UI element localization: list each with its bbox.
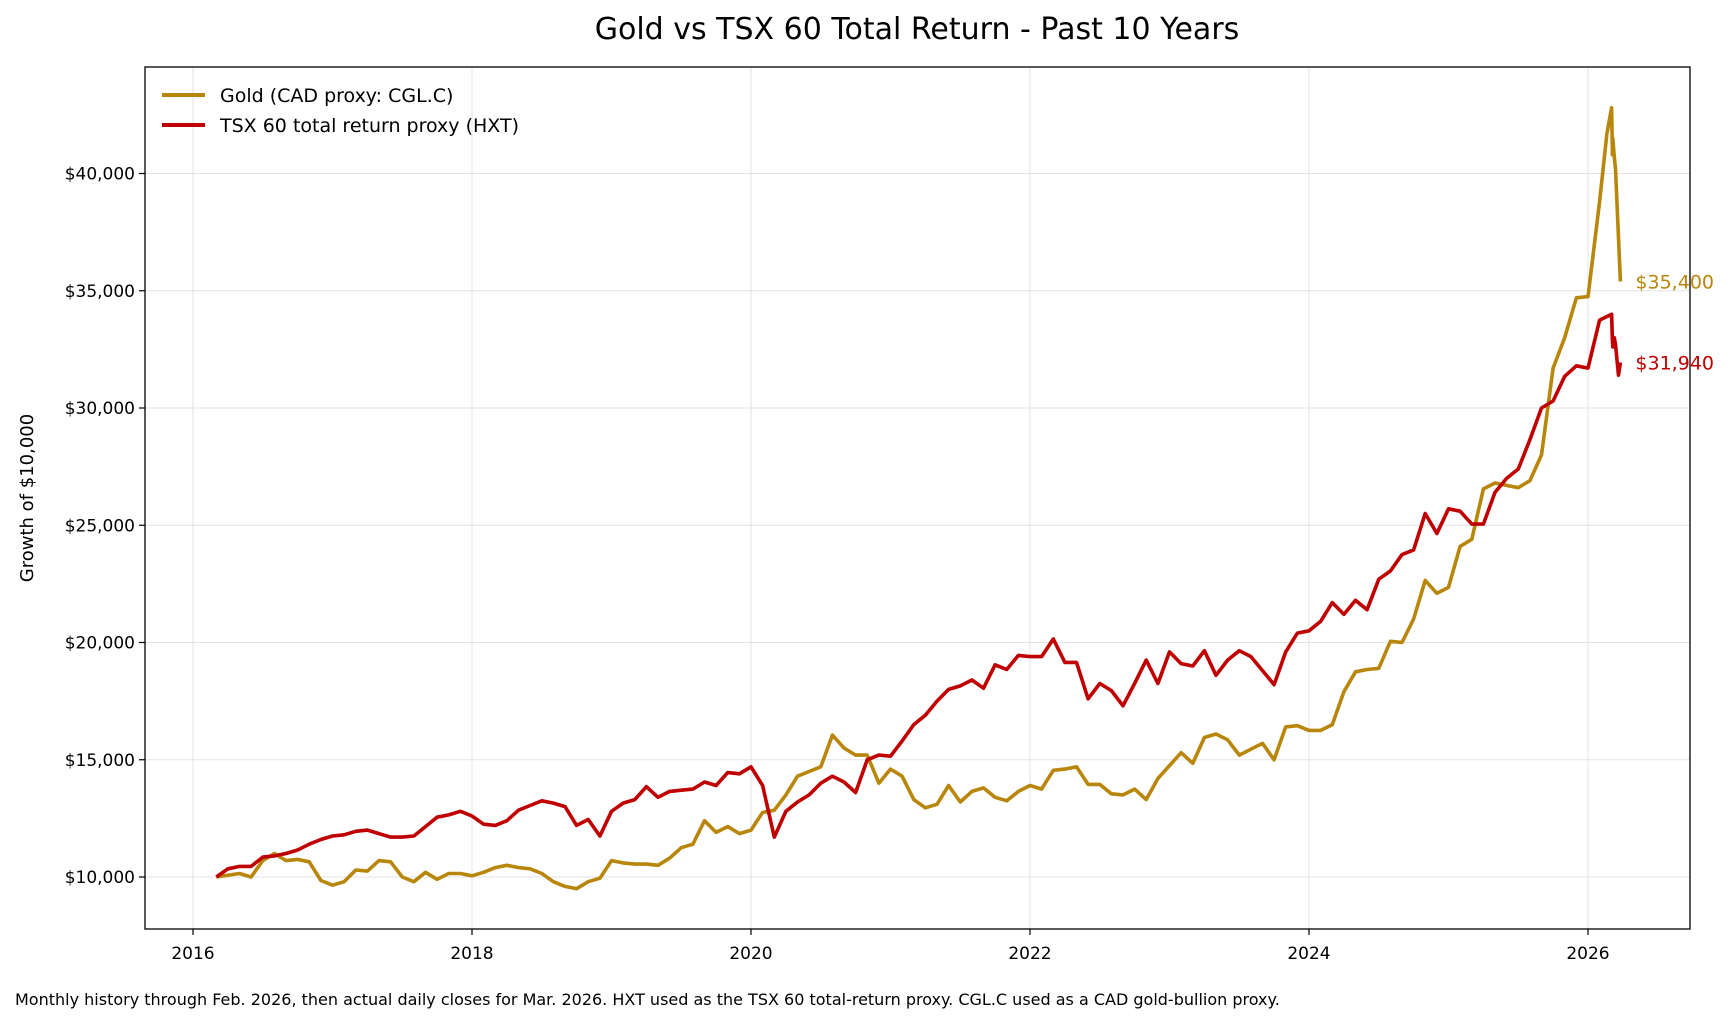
- legend-label-gold: Gold (CAD proxy: CGL.C): [220, 85, 453, 107]
- x-tick-label: 2018: [450, 944, 493, 964]
- x-tick-label: 2022: [1008, 944, 1051, 964]
- y-axis-label: Growth of $10,000: [17, 414, 38, 582]
- grid: [145, 67, 1690, 929]
- y-axis: $10,000 $15,000 $20,000 $25,000 $30,000 $35,0…: [65, 165, 145, 888]
- y-tick-label: $30,000: [65, 399, 135, 419]
- y-tick-label: $15,000: [65, 751, 135, 771]
- end-value-label: $35,400: [1635, 271, 1714, 293]
- series-lines: [215, 106, 1623, 891]
- x-tick-label: 2016: [171, 944, 214, 964]
- y-tick-label: $20,000: [65, 634, 135, 654]
- footnote: Monthly history through Feb. 2026, then …: [15, 990, 1280, 1009]
- y-tick-label: $40,000: [65, 165, 135, 185]
- y-tick-label: $25,000: [65, 516, 135, 536]
- end-value-label: $31,940: [1635, 353, 1714, 375]
- legend-label-tsx: TSX 60 total return proxy (HXT): [219, 115, 519, 137]
- y-tick-label: $10,000: [65, 868, 135, 888]
- y-tick-label: $35,000: [65, 282, 135, 302]
- x-tick-label: 2024: [1287, 944, 1330, 964]
- x-tick-label: 2026: [1566, 944, 1609, 964]
- x-tick-label: 2020: [729, 944, 772, 964]
- x-axis: 2016 2018 2020 2022 2024 2026: [171, 929, 1610, 964]
- series-line-tsx: [215, 312, 1623, 879]
- end-labels: $35,400 $31,940: [1635, 271, 1714, 374]
- plot-frame: [144, 66, 1691, 930]
- legend: Gold (CAD proxy: CGL.C) TSX 60 total ret…: [162, 85, 519, 137]
- series-line-gold: [216, 106, 1623, 891]
- chart-title: Gold vs TSX 60 Total Return - Past 10 Ye…: [595, 12, 1240, 47]
